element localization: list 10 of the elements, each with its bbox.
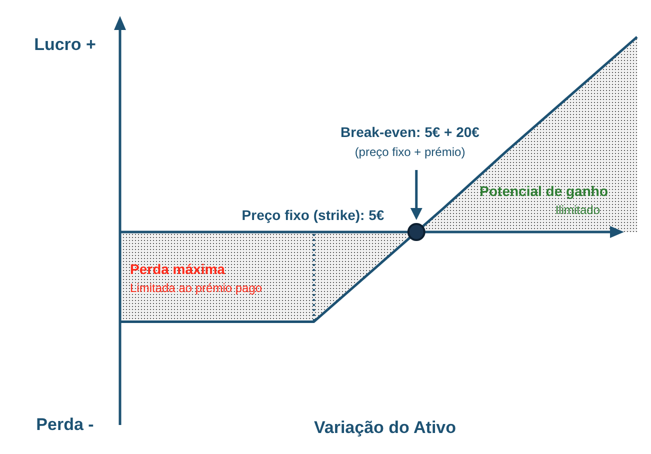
annotation: Ilimitado [555,203,600,217]
y-axis-title: Lucro + [34,35,96,54]
annotation: Limitada ao prémio pago [130,281,262,295]
text: Variação do Ativo [314,418,456,437]
annotation: Break-even: 5€ + 20€ [340,124,480,140]
annotation: Preço fixo (strike): 5€ [242,207,384,223]
annotation: (preço fixo + prémio) [354,145,466,159]
annotation: Perda máxima [130,261,226,277]
text: Perda - [36,415,94,434]
annotation: Potencial de ganho [480,183,608,199]
